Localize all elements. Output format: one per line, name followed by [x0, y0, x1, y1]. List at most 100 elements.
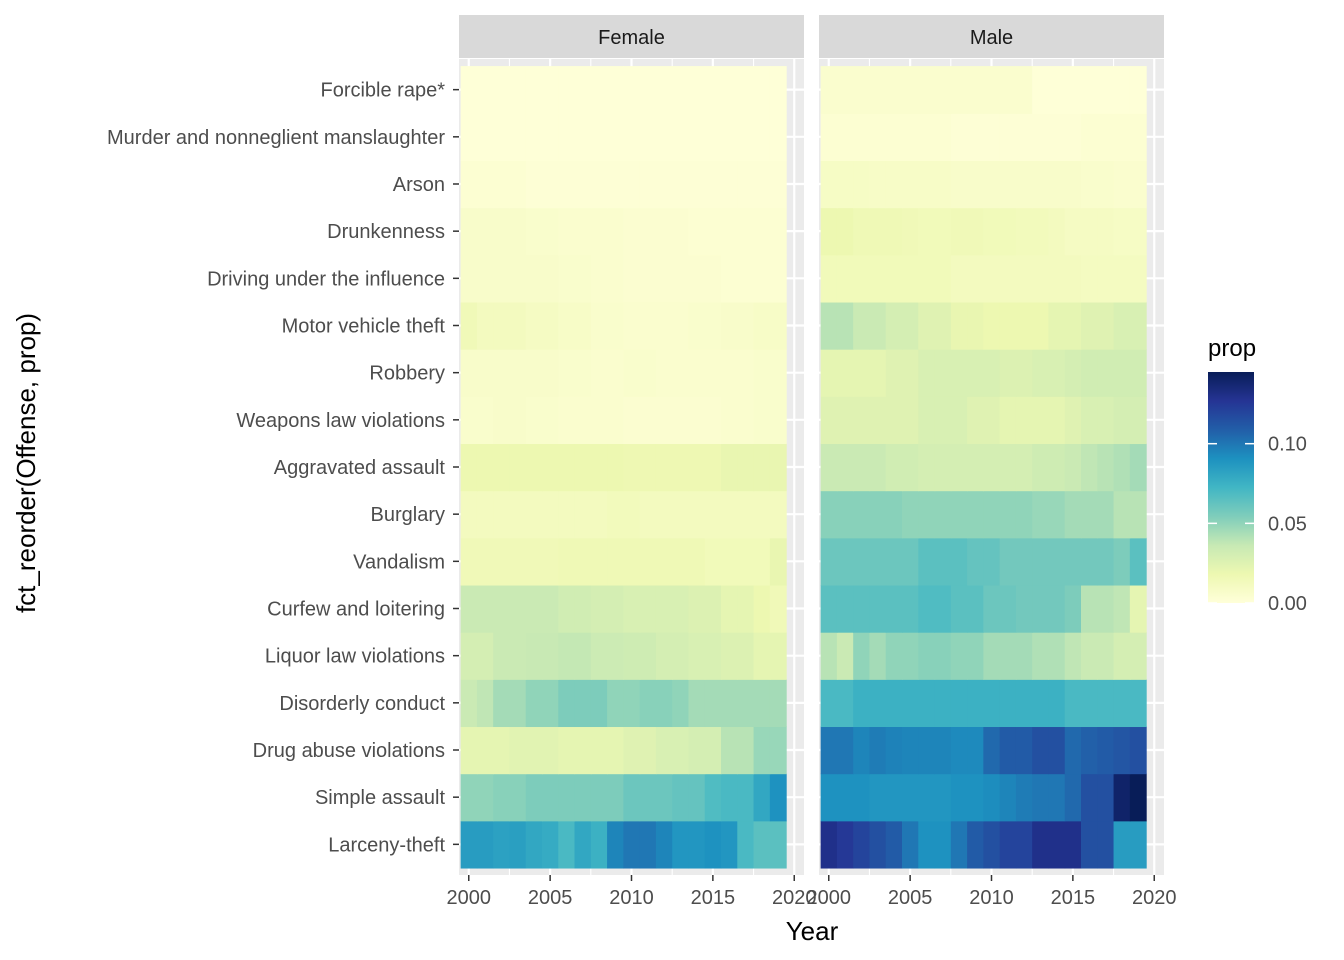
heat-tile — [1015, 160, 1033, 209]
heat-tile — [1113, 301, 1131, 350]
heat-tile — [885, 726, 903, 775]
heat-tile — [999, 301, 1017, 350]
heat-tile — [918, 584, 936, 633]
heat-tile — [769, 396, 787, 445]
x-tick-label: 2010 — [969, 887, 1014, 909]
heat-tile — [967, 301, 984, 350]
heat-tile — [623, 443, 641, 492]
heat-tile — [967, 113, 984, 162]
heat-tile — [525, 537, 543, 586]
heat-tile — [721, 537, 738, 586]
heat-tile — [460, 349, 478, 397]
heat-tile — [1064, 490, 1082, 539]
heat-tile — [590, 584, 608, 633]
heat-tile — [853, 632, 871, 680]
heat-tile — [853, 301, 871, 350]
heat-tile — [967, 207, 984, 256]
heat-tile — [574, 207, 592, 256]
heat-tile — [967, 254, 984, 303]
heat-tile — [688, 160, 706, 209]
heat-tile — [688, 490, 706, 539]
legend-tick-label: 0.00 — [1268, 593, 1307, 615]
heat-tile — [688, 301, 706, 350]
heat-tile — [769, 66, 787, 114]
heat-tile — [967, 490, 984, 539]
heat-tile — [950, 443, 968, 492]
heat-tile — [1032, 396, 1050, 445]
heat-tile — [983, 396, 1001, 445]
heat-tile — [737, 301, 755, 350]
heat-tile — [509, 66, 527, 114]
heat-tile — [542, 443, 559, 492]
heat-tile — [1081, 207, 1098, 256]
heat-tile — [869, 679, 887, 728]
heat-tile — [934, 773, 952, 822]
heat-tile — [853, 66, 871, 114]
heat-tile — [885, 773, 903, 822]
heat-tile — [853, 490, 871, 539]
heat-tile — [999, 160, 1017, 209]
heat-tile — [967, 679, 984, 728]
heat-tile — [885, 537, 903, 586]
heat-tile — [655, 726, 673, 775]
heat-tile — [1081, 679, 1098, 728]
heat-tile — [476, 301, 494, 350]
heat-tile — [623, 537, 641, 586]
heat-tile — [737, 820, 755, 869]
facet-strip-label: Male — [970, 27, 1013, 49]
heat-tile — [1081, 66, 1098, 114]
x-tick-label: 2020 — [772, 887, 817, 909]
heat-tile — [753, 443, 771, 492]
heat-tile — [1048, 113, 1066, 162]
heat-tile — [918, 113, 936, 162]
heat-tile — [1097, 726, 1115, 775]
heat-tile — [1048, 632, 1066, 680]
heat-tile — [672, 349, 690, 397]
legend-title: prop — [1208, 335, 1256, 362]
heat-tile — [525, 820, 543, 869]
heat-tile — [1048, 679, 1066, 728]
heat-tile — [688, 632, 706, 680]
heat-tile — [820, 160, 838, 209]
heat-tile — [688, 443, 706, 492]
heat-tile — [476, 679, 494, 728]
heat-tile — [460, 207, 478, 256]
heat-tile — [918, 160, 936, 209]
heat-tile — [934, 584, 952, 633]
heat-tile — [902, 66, 919, 114]
heat-tile — [950, 726, 968, 775]
heat-tile — [721, 490, 738, 539]
heat-tile — [836, 396, 854, 445]
heat-tile — [1113, 726, 1131, 775]
heat-tile — [1097, 679, 1115, 728]
heat-tile — [639, 254, 657, 303]
heat-tile — [1097, 113, 1115, 162]
heat-tile — [476, 207, 494, 256]
heat-tile — [869, 632, 887, 680]
heat-tile — [853, 584, 871, 633]
heat-tile — [607, 632, 624, 680]
heat-tile — [493, 490, 511, 539]
heat-tile — [525, 679, 543, 728]
heat-tile — [737, 632, 755, 680]
heat-tile — [885, 490, 903, 539]
heat-tile — [820, 66, 838, 114]
heat-tile — [1032, 537, 1050, 586]
heat-tile — [721, 632, 738, 680]
heat-tile — [885, 396, 903, 445]
heat-tile — [1048, 396, 1066, 445]
heat-tile — [704, 443, 722, 492]
heat-tile — [509, 537, 527, 586]
heat-tile — [639, 726, 657, 775]
heat-tile — [902, 207, 919, 256]
heat-tile — [902, 160, 919, 209]
heat-tile — [853, 160, 871, 209]
heat-tile — [590, 301, 608, 350]
heat-tile — [983, 632, 1001, 680]
heat-tile — [885, 632, 903, 680]
heat-tile — [1113, 820, 1131, 869]
heat-tile — [820, 679, 838, 728]
heat-tile — [836, 254, 854, 303]
legend-colorbar — [1208, 372, 1254, 603]
heat-tile — [1015, 537, 1033, 586]
